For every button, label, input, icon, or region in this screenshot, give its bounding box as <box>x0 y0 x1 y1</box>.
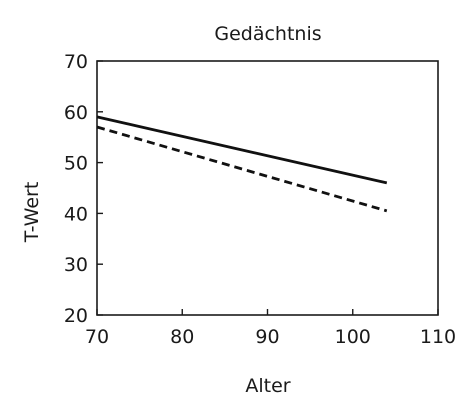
y-tick-label: 50 <box>64 153 88 175</box>
x-tick-label: 90 <box>255 326 279 348</box>
chart-title: Gedächtnis <box>214 23 321 45</box>
y-tick-label: 40 <box>64 203 88 225</box>
y-tick-label: 60 <box>64 102 88 124</box>
series-line-solid <box>96 115 388 185</box>
x-tick-label: 80 <box>170 326 194 348</box>
x-ticks: 70 80 90 100 110 <box>85 309 456 348</box>
x-tick-label: 110 <box>420 326 456 348</box>
y-tick-label: 20 <box>64 305 88 327</box>
x-tick-label: 70 <box>85 326 109 348</box>
series-group <box>96 115 388 213</box>
y-tick-label: 30 <box>64 254 88 276</box>
series-line-dashed <box>96 125 388 213</box>
y-ticks: 20 30 40 50 60 70 <box>64 51 103 327</box>
x-axis-label: Alter <box>245 375 290 394</box>
y-axis-label: T-Wert <box>21 182 43 244</box>
plot-frame <box>96 60 439 316</box>
y-tick-label: 70 <box>64 51 88 73</box>
x-tick-label: 100 <box>335 326 371 348</box>
